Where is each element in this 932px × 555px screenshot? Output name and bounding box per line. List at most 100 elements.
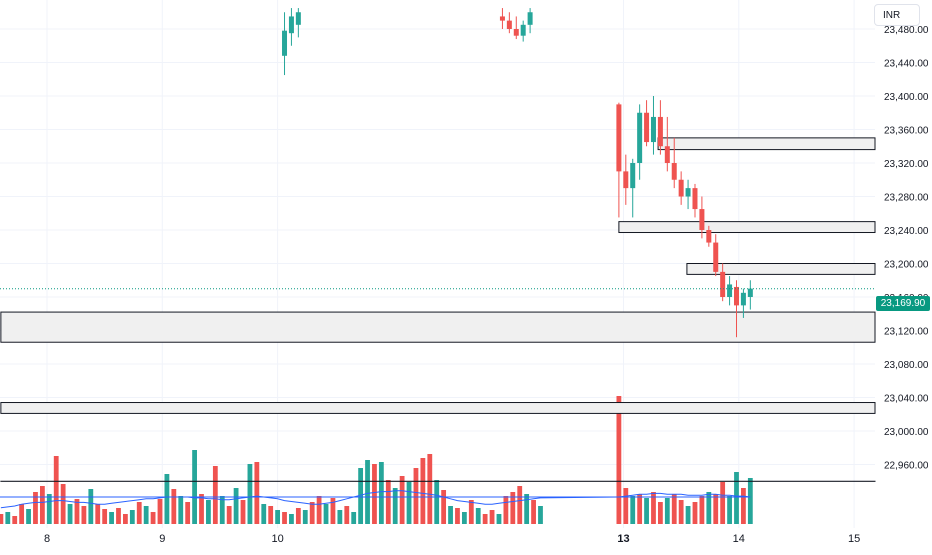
volume-bar	[47, 494, 52, 524]
volume-bar	[289, 514, 294, 524]
volume-bar	[644, 498, 649, 524]
volume-bar	[748, 478, 753, 524]
volume-bar	[275, 510, 280, 524]
price-tick-label: 23,320.00	[884, 159, 929, 170]
candle-body	[713, 243, 718, 272]
volume-bar	[12, 516, 17, 524]
candle-body	[514, 29, 519, 36]
volume-bar	[665, 498, 670, 524]
volume-bar	[68, 504, 73, 524]
volume-bar	[700, 496, 705, 524]
volume-bar	[116, 508, 121, 524]
last-price-badge: 23,169.90	[876, 296, 930, 311]
volume-bar	[720, 482, 725, 524]
volume-bar	[734, 472, 739, 524]
volume-bar	[524, 494, 529, 524]
candle-body	[507, 21, 512, 29]
volume-bar	[254, 462, 259, 524]
volume-bar	[102, 509, 107, 524]
volume-bar	[40, 486, 45, 524]
volume-bar	[365, 460, 370, 524]
volume-bar	[400, 476, 405, 524]
volume-bar	[693, 502, 698, 524]
volume-bar	[296, 508, 301, 524]
volume-bar	[123, 514, 128, 524]
candle-body	[727, 284, 732, 297]
volume-bar	[241, 500, 246, 524]
volume-bar	[672, 494, 677, 524]
volume-bar	[441, 490, 446, 524]
volume-bar	[407, 482, 412, 524]
volume-bar	[54, 456, 59, 524]
volume-bar	[178, 496, 183, 524]
volume-bar	[427, 454, 432, 524]
volume-bar	[455, 508, 460, 524]
volume-bar	[679, 500, 684, 524]
price-tick-label: 23,280.00	[884, 193, 929, 204]
candle-body	[672, 163, 677, 180]
time-tick-label: 13	[617, 533, 629, 545]
volume-bar	[317, 496, 322, 524]
price-tick-label: 23,120.00	[884, 327, 929, 338]
candle-body	[665, 146, 670, 163]
volume-bar	[171, 489, 176, 524]
price-tick-label: 23,360.00	[884, 126, 929, 137]
candle-body	[528, 12, 533, 25]
volume-bar	[303, 510, 308, 524]
zone-box	[1, 403, 875, 414]
time-tick-label: 15	[848, 533, 860, 545]
volume-bar	[227, 506, 232, 524]
volume-bar	[727, 496, 732, 524]
candle-body	[706, 230, 711, 243]
volume-bar	[268, 506, 273, 524]
candle-body	[699, 209, 704, 230]
time-axis: 89101314151617	[44, 533, 932, 545]
volume-bar	[469, 500, 474, 524]
volume-bar	[686, 506, 691, 524]
price-tick-label: 23,240.00	[884, 226, 929, 237]
time-tick-label: 9	[159, 533, 165, 545]
price-tick-label: 23,200.00	[884, 260, 929, 271]
volume-bar	[497, 514, 502, 524]
volume-bar	[476, 508, 481, 524]
volume-bar	[337, 510, 342, 524]
candle-body	[748, 289, 753, 297]
price-axis: 22,960.0023,000.0023,040.0023,080.0023,1…	[884, 25, 929, 472]
volume-bar	[462, 512, 467, 524]
volume-bar	[185, 502, 190, 524]
volume-bar	[741, 488, 746, 524]
candles	[282, 8, 753, 337]
volume-bar	[61, 484, 66, 524]
candle-body	[679, 180, 684, 197]
volume-bar	[386, 480, 391, 524]
candle-body	[651, 117, 656, 142]
candle-body	[630, 163, 635, 188]
volume-bar	[623, 488, 628, 524]
volume-bar	[483, 514, 488, 524]
volume-bar	[393, 488, 398, 524]
volume-bar	[344, 506, 349, 524]
volume-bar	[88, 489, 93, 524]
volume-bar	[130, 510, 135, 524]
volume-bar	[490, 510, 495, 524]
volume-bar	[414, 468, 419, 524]
candle-body	[289, 16, 294, 33]
volume-bar	[448, 506, 453, 524]
candle-body	[623, 171, 628, 188]
volume-bar	[538, 506, 543, 524]
volume-bar	[713, 494, 718, 524]
candle-body	[658, 117, 663, 146]
candle-body	[296, 12, 301, 25]
volume-bar	[137, 502, 142, 524]
currency-label[interactable]: INR	[874, 4, 920, 26]
price-tick-label: 23,080.00	[884, 360, 929, 371]
price-tick-label: 23,040.00	[884, 394, 929, 405]
time-tick-label: 10	[271, 533, 283, 545]
zone-box	[658, 138, 875, 150]
volume-bar	[310, 502, 315, 524]
volume-bar	[261, 504, 266, 524]
volume-bar	[213, 466, 218, 524]
candle-body	[282, 31, 287, 56]
